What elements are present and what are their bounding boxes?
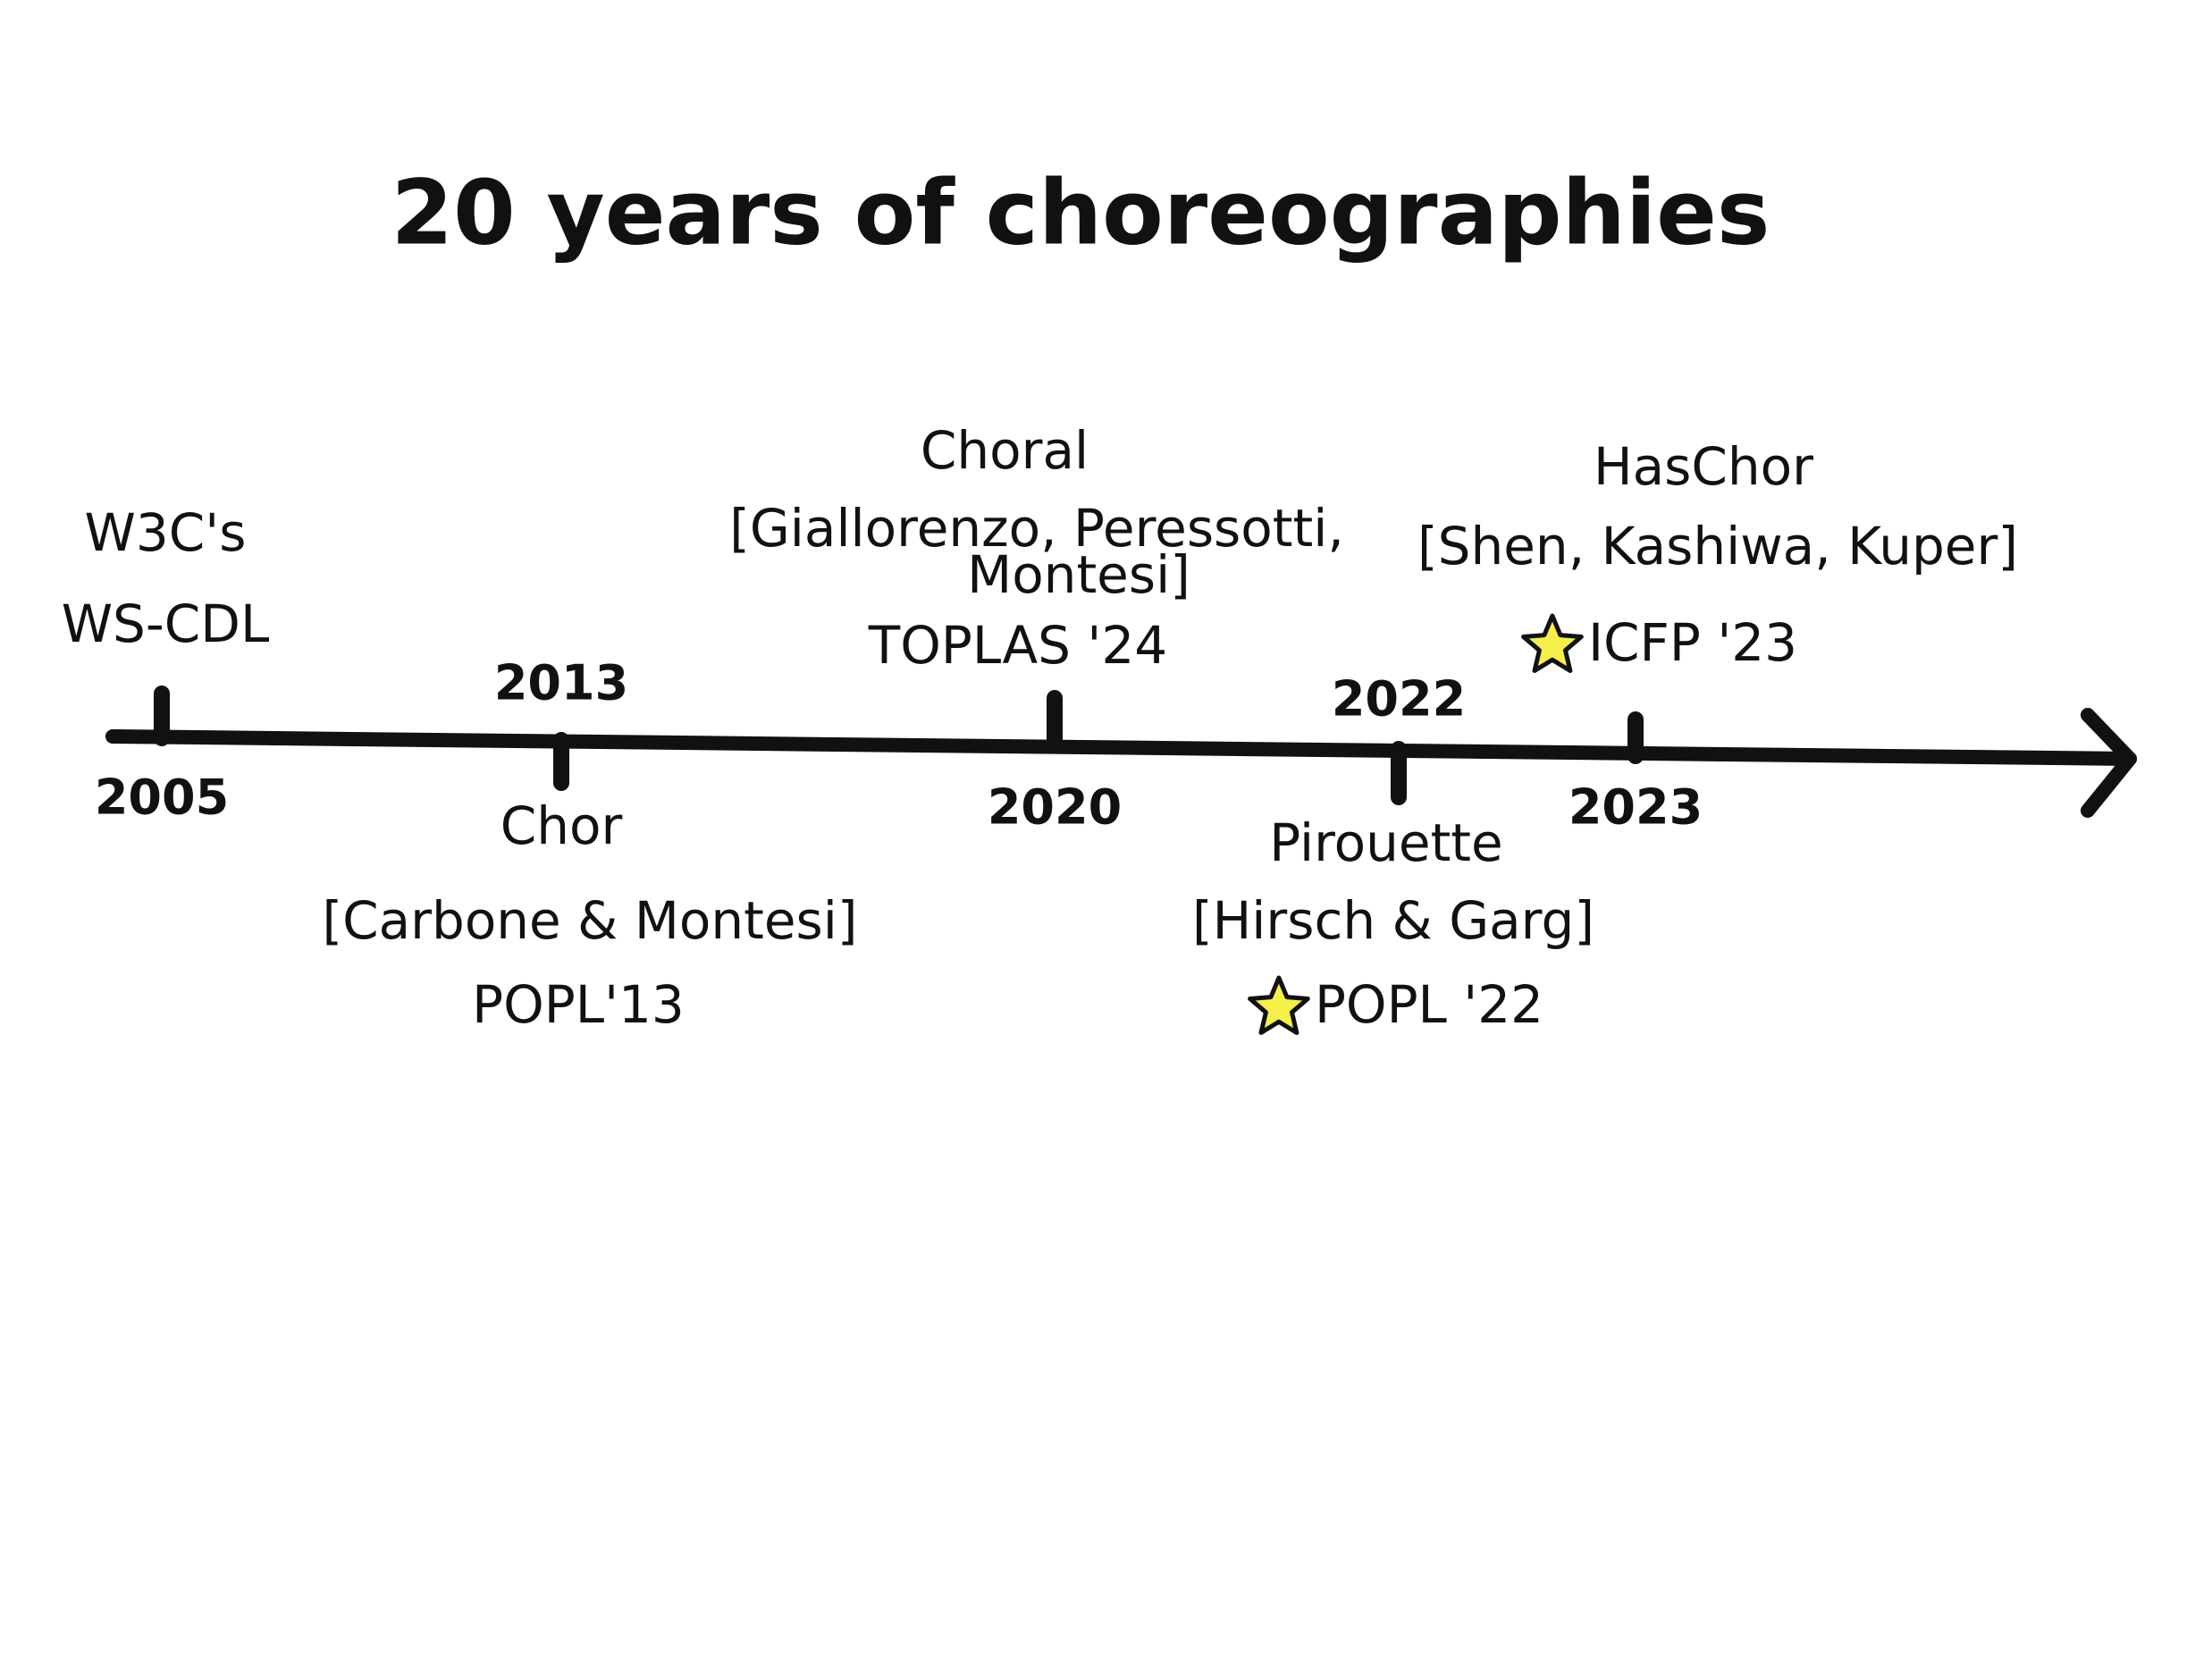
event-text: [Hirsch & Garg] [1192,890,1594,951]
axis [105,729,2137,766]
arrowhead [2081,708,2137,818]
event-text: WS-CDL [62,593,270,654]
year-label: 2013 [494,655,628,711]
event-text: [Giallorenzo, Peressotti, [729,498,1344,559]
event-text: ICFP '23 [1588,612,1797,673]
event-text: POPL'13 [472,974,685,1035]
year-label: 2005 [95,770,229,826]
event-text: TOPLAS '24 [868,615,1167,676]
year-label: 2020 [988,779,1122,836]
star [1521,613,1584,673]
event-text: Pirouette [1269,812,1502,873]
event-text: Choral [921,420,1089,481]
event-text: Chor [500,795,623,856]
event-text: POPL '22 [1315,974,1543,1035]
event-text: HasChor [1594,436,1813,497]
event-text: Montesi] [967,544,1190,605]
event-text: [Shen, Kashiwa, Kuper] [1417,516,2018,576]
event-text: W3C's [85,502,247,563]
event-text: [Carbone & Montesi] [322,890,857,951]
star [1248,975,1310,1035]
title: 20 years of choreographies [391,160,1770,265]
year-label: 2022 [1332,671,1466,728]
year-label: 2023 [1569,779,1703,836]
